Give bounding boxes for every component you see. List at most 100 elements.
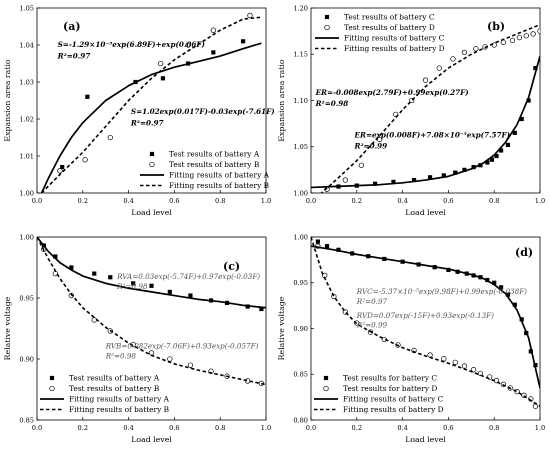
panel-c-ytick-label: 0.90 [19, 355, 34, 363]
panel-b-series-0-point-8 [453, 170, 458, 175]
panel-c-series-0-point-4 [108, 275, 113, 280]
panel-c-ytick-label: 1.00 [19, 233, 34, 241]
panel-b-xtick-label: 1.0 [535, 197, 546, 205]
panel-b-series-0 [324, 66, 538, 191]
panel-c-series-2 [37, 237, 266, 309]
panel-a-legend-swatch-1-point-0 [149, 161, 155, 168]
panel-b-series-0-point-9 [462, 167, 467, 172]
panel-a-xtick-label: 0.0 [32, 197, 43, 205]
panel-d-annotation-2: RVD=0.07exp(-15F)+0.93exp(-0.13F) [356, 311, 494, 320]
panel-b-xtick-label: 0.2 [352, 197, 363, 205]
panel-d-legend-swatch-1-point-0 [323, 385, 329, 392]
panel-d-x-axis-label: Load level [405, 435, 446, 444]
panel-c-legend-label-1: Test results of battery B [69, 384, 159, 393]
panel-a-series-0-point-0 [60, 165, 65, 170]
panel-d-series-0-point-18 [512, 302, 517, 307]
panel-c-y-axis-label: Relative voltage [3, 296, 12, 360]
panel-d-annotation-3: R²=0.99 [356, 321, 388, 330]
panel-d-legend-label-1: Test results for battery D [343, 384, 437, 393]
panel-d-ytick-label: 0.90 [293, 325, 308, 333]
panel-c-series-0-point-2 [69, 265, 74, 270]
panel-b-series-0-point-18 [519, 116, 524, 122]
panel-b-legend-label-1: Test results of battery D [344, 23, 435, 32]
panel-a-ytick-label: 1.03 [19, 78, 34, 86]
panel-c-legend-label-0: Test results of battery A [69, 374, 160, 383]
panel-b-xtick-label: 0.0 [306, 197, 317, 205]
panel-c-annotation-2: RVB=0.082exp(-7.06F)+0.93exp(-0.057F) [105, 342, 259, 351]
panel-d-series-1-point-14 [477, 370, 484, 376]
panel-c-series-0-point-3 [92, 271, 97, 276]
panel-b-series-1-point-3 [377, 136, 383, 143]
panel-b-annotation-3: R²=0.99 [354, 142, 388, 151]
panel-a-ytick-label: 1.05 [19, 4, 34, 12]
panel-b-series-1-point-1 [342, 177, 349, 183]
panel-a-series-1-point-1 [82, 157, 88, 163]
panel-d-series-2 [311, 245, 540, 389]
panel-b-y-axis-label: Expansion area ratio [277, 59, 286, 142]
panel-b-series-1-point-14 [509, 37, 516, 44]
panel-d-series-0-point-16 [498, 285, 504, 290]
panel-a-annotation-0: S=-1.29×10⁻⁵exp(6.89F)+exp(0.06F) [58, 40, 205, 49]
panel-c-series-0-point-8 [188, 293, 193, 298]
panel-b-series-0-point-15 [498, 148, 504, 153]
panel-a-series-1-point-3 [158, 60, 164, 67]
panel-a-series-1-point-5 [210, 27, 216, 33]
panel-d-series-1 [315, 243, 539, 409]
panel-d-series-1-point-12 [461, 363, 468, 369]
panel-d-annotation-0: RVC=-5.37×10⁻⁵exp(9.98F)+0.99exp(-0.038F… [356, 287, 527, 296]
panel-d-series-1-point-22 [532, 403, 539, 409]
panel-b-series-1-point-10 [473, 46, 479, 52]
panel-c-legend-label-2: Fitting results of battery A [69, 395, 170, 404]
panel-b-ytick-label: 1.00 [293, 189, 308, 197]
panel-b-series-1-point-7 [436, 65, 442, 71]
panel-b-series-0-point-5 [411, 177, 417, 183]
panel-a-xtick-label: 0.6 [169, 197, 180, 205]
panel-d-xtick-label: 1.0 [535, 424, 546, 432]
panel-a-ytick-label: 1.02 [19, 115, 34, 123]
panel-d-series-0 [315, 239, 538, 368]
panel-b-series-0-point-7 [441, 173, 446, 178]
panel-b-series-3-line [320, 23, 540, 193]
panel-c-annotation-3: R²=0.98 [105, 351, 137, 360]
panel-c-series-1-point-7 [167, 356, 173, 362]
panel-a-legend-swatch-0-point-0 [149, 151, 155, 157]
panel-b-legend-label-0: Test results of battery C [344, 13, 435, 22]
panel-d-series-3-line [311, 237, 540, 407]
panel-b-legend-swatch-1-point-0 [324, 24, 330, 31]
panel-b-xtick-label: 0.8 [489, 197, 500, 205]
panel-c: 0.0 0.2 0.4 0.6 0.8 1.0 0.85 0.90 0.95 1.00 Load l… [3, 233, 271, 444]
panel-b-series-2-line [311, 55, 540, 189]
panel-d-legend-label-0: Test results for battery C [343, 374, 437, 383]
panel-d: 0.0 0.2 0.4 0.6 0.8 1.0 0.80 0.85 0.90 0.95 1.00 Lo… [277, 233, 545, 444]
panel-a: 0.0 0.2 0.4 0.6 0.8 1.0 1.00 1.01 1.02 1.03 1.04 1.… [3, 4, 275, 217]
panel-a-series-2-line [40, 42, 262, 193]
panel-d-ytick-label: 0.80 [293, 416, 308, 424]
panel-b-series-3 [320, 23, 540, 193]
panel-d-series-0-point-9 [446, 267, 451, 273]
panel-c-series-1-point-3 [91, 317, 97, 323]
panel-a-annotation-3: R²=0.97 [130, 119, 164, 128]
panel-a-series-1-point-4 [185, 42, 191, 48]
panel-d-series-0-point-0 [315, 239, 320, 244]
panel-b-legend-label-3: Fitting results of battery D [344, 44, 445, 53]
panel-b-annotation-0: ER=-0.008exp(2.79F)+0.99exp(0.27F) [315, 88, 469, 97]
panel-b-series-1-point-17 [530, 31, 536, 37]
panel-d-xtick-label: 0.6 [443, 424, 454, 432]
panel-a-xtick-label: 0.4 [123, 197, 134, 205]
panel-b-series-0-point-20 [533, 66, 538, 71]
panel-b-series-0-point-4 [391, 179, 396, 184]
panel-b-series-1-point-9 [461, 49, 468, 56]
panel-b-ytick-label: 1.05 [293, 143, 308, 151]
panel-c-series-3 [37, 237, 266, 386]
panel-c-series-0-point-6 [149, 283, 154, 288]
panel-d-series-3 [311, 237, 540, 407]
panel-a-annotation-2: S=1.02exp(0.017F)-0.03exp(-7.61F) [131, 107, 275, 116]
panel-b-series-0-point-13 [489, 157, 495, 162]
panel-d-legend-label-3: Fitting results of battery D [343, 405, 444, 414]
panel-a-xtick-label: 1.0 [261, 197, 272, 205]
panel-a-series-2 [40, 42, 262, 193]
panel-c-series-0-point-5 [131, 281, 136, 286]
